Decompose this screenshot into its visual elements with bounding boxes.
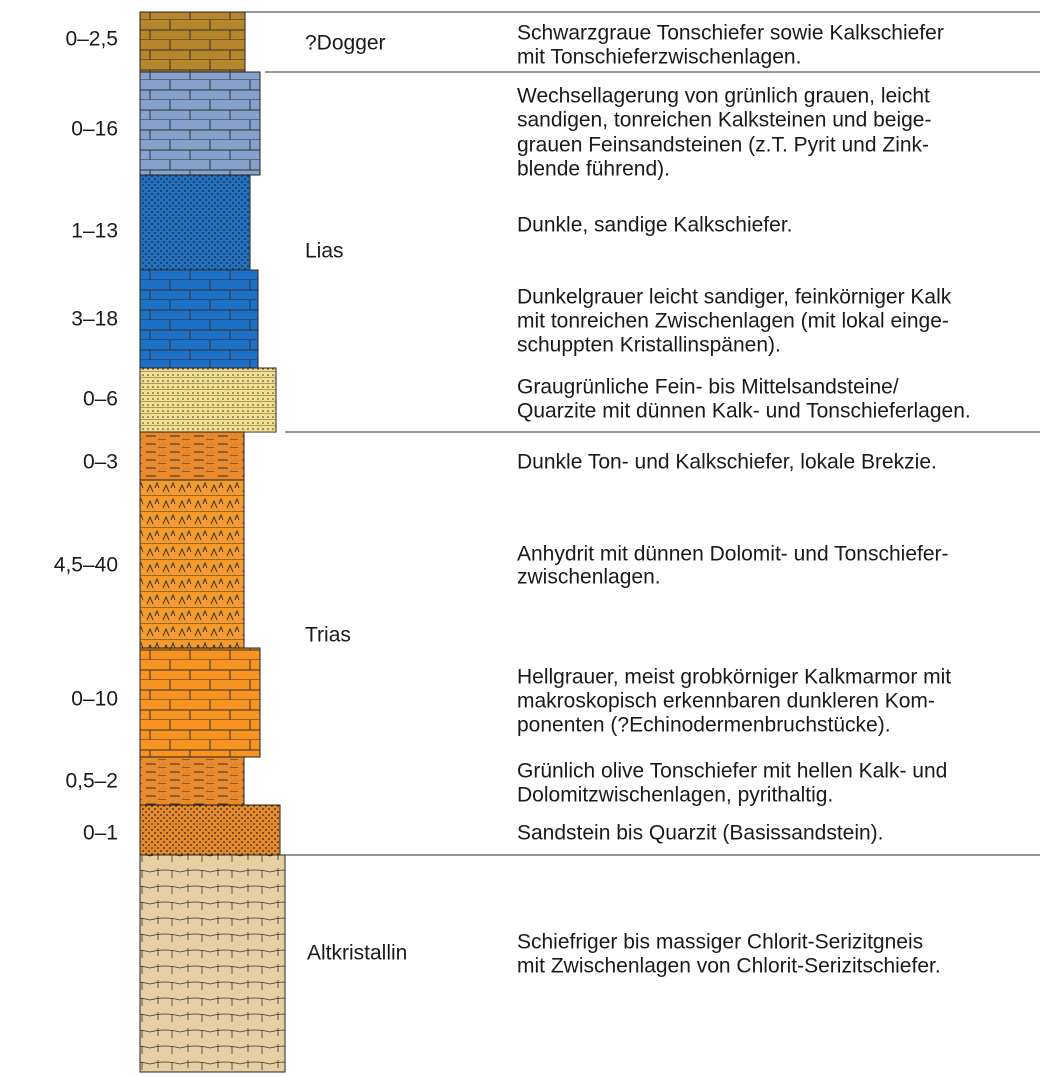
description-line: mit Tonschieferzwischenlagen.	[517, 46, 801, 69]
description-line: Wechsellagerung von grünlich grauen, lei…	[517, 85, 930, 108]
layer-pattern	[140, 480, 244, 648]
thickness-label: 0–16	[71, 118, 118, 141]
layer-pattern	[140, 805, 280, 855]
thickness-label: 0–2,5	[65, 28, 118, 51]
description-line: Hellgrauer, meist grobkörniger Kalkmarmo…	[517, 666, 951, 689]
thickness-label: 0–3	[83, 451, 118, 474]
unit-name: Altkristallin	[307, 942, 407, 965]
thickness-label: 4,5–40	[54, 554, 118, 577]
thickness-label: 0–1	[83, 822, 118, 845]
description-line: grauen Feinsandsteinen (z.T. Pyrit und Z…	[517, 134, 929, 157]
description-line: makroskopisch erkennbaren dunkleren Kom-	[517, 690, 935, 713]
unit-name: Lias	[305, 240, 344, 263]
description-line: Dunkle, sandige Kalkschiefer.	[517, 214, 793, 237]
thickness-label: 0,5–2	[65, 770, 118, 793]
unit-name: Trias	[305, 624, 351, 647]
description-line: Dunkle Ton- und Kalkschiefer, lokale Bre…	[517, 451, 937, 474]
description-line: mit tonreichen Zwischenlagen (mit lokal …	[517, 310, 949, 333]
layer-pattern	[140, 175, 250, 270]
thickness-label: 0–6	[83, 388, 118, 411]
layer-pattern	[140, 72, 260, 175]
thickness-label: 1–13	[71, 220, 118, 243]
description-line: Sandstein bis Quarzit (Basissandstein).	[517, 822, 884, 845]
description-line: Dolomitzwischenlagen, pyrithaltig.	[517, 784, 833, 807]
description-line: Anhydrit mit dünnen Dolomit- und Tonschi…	[517, 543, 949, 566]
description-line: schuppten Kristallinspänen).	[517, 334, 781, 357]
thickness-label: 3–18	[71, 308, 118, 331]
layer-pattern	[140, 270, 258, 368]
description-line: Graugrünliche Fein- bis Mittelsandsteine…	[517, 376, 899, 399]
layer-pattern	[140, 432, 244, 480]
description-line: mit Zwischenlagen von Chlorit-Serizitsch…	[517, 955, 941, 978]
description-line: Grünlich olive Tonschiefer mit hellen Ka…	[517, 760, 947, 783]
description-line: Quarzite mit dünnen Kalk- und Tonschiefe…	[517, 400, 971, 423]
description-line: Dunkelgrauer leicht sandiger, feinkörnig…	[517, 286, 952, 309]
thickness-label: 0–10	[71, 688, 118, 711]
description-line: ponenten (?Echinodermenbruchstücke).	[517, 714, 891, 737]
dividers	[245, 11, 1040, 856]
layer-pattern	[140, 757, 244, 805]
layer-pattern	[140, 12, 245, 72]
description-line: blende führend).	[517, 158, 670, 181]
description-line: zwischenlagen.	[517, 566, 661, 589]
unit-name: ?Dogger	[305, 32, 386, 55]
layer-pattern	[140, 648, 260, 757]
layer-pattern	[140, 855, 285, 1072]
description-line: Schwarzgraue Tonschiefer sowie Kalkschie…	[517, 22, 944, 45]
description-line: Schiefriger bis massiger Chlorit-Serizit…	[517, 931, 923, 954]
layer-pattern	[140, 368, 276, 432]
description-line: sandigen, tonreichen Kalksteinen und bei…	[517, 109, 931, 132]
